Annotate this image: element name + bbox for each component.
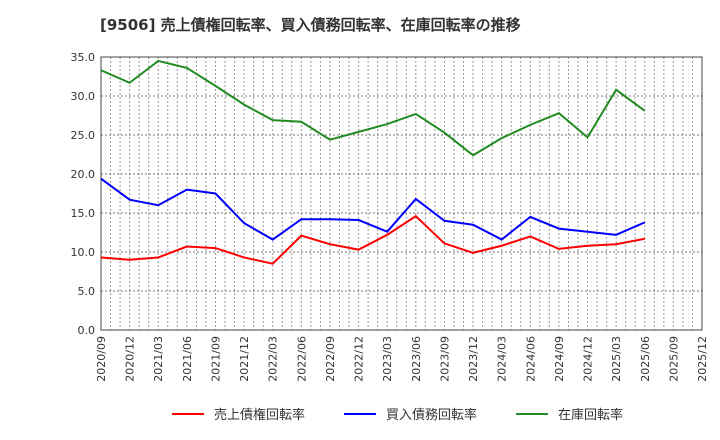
y-tick-label: 15.0 xyxy=(71,207,96,220)
x-tick-label: 2023/09 xyxy=(438,336,451,382)
x-tick-label: 2024/12 xyxy=(582,336,595,382)
series-line-3 xyxy=(100,59,646,157)
x-tick-label: 2023/12 xyxy=(467,336,480,382)
x-tick-label: 2021/06 xyxy=(181,336,194,382)
y-tick-label: 25.0 xyxy=(71,129,96,142)
legend-label: 在庫回転率 xyxy=(558,407,623,423)
x-tick-label: 2021/12 xyxy=(238,336,251,382)
x-tick-label: 2020/09 xyxy=(95,336,108,382)
legend-label: 買入債務回転率 xyxy=(386,407,477,423)
x-tick-label: 2025/12 xyxy=(696,336,709,382)
y-tick-label: 5.0 xyxy=(78,285,96,298)
x-tick-label: 2024/09 xyxy=(553,336,566,382)
x-tick-label: 2020/12 xyxy=(124,336,137,382)
x-tick-label: 2023/06 xyxy=(410,336,423,382)
y-tick-label: 20.0 xyxy=(71,168,96,181)
series-line-1 xyxy=(100,214,645,265)
x-tick-label: 2022/06 xyxy=(295,336,308,382)
x-tick-label: 2022/03 xyxy=(267,336,280,382)
x-tick-label: 2023/03 xyxy=(381,336,394,382)
x-tick-label: 2021/03 xyxy=(152,336,165,382)
chart-title: [9506] 売上債権回転率、買入債務回転率、在庫回転率の推移 xyxy=(100,16,521,34)
x-tick-label: 2025/06 xyxy=(639,336,652,382)
series-line-2 xyxy=(100,177,646,241)
x-tick-label: 2025/03 xyxy=(610,336,623,382)
x-tick-label: 2024/03 xyxy=(496,336,509,382)
y-tick-label: 30.0 xyxy=(71,90,96,103)
x-tick-label: 2024/06 xyxy=(524,336,537,382)
legend-label: 売上債権回転率 xyxy=(214,407,305,423)
y-tick-label: 0.0 xyxy=(78,324,96,337)
x-tick-label: 2025/09 xyxy=(667,336,680,382)
y-tick-label: 35.0 xyxy=(71,51,96,64)
x-tick-label: 2022/12 xyxy=(353,336,366,382)
y-tick-label: 10.0 xyxy=(71,246,96,259)
plot-frame xyxy=(100,56,703,331)
x-tick-label: 2021/09 xyxy=(209,336,222,382)
x-tick-label: 2022/09 xyxy=(324,336,337,382)
